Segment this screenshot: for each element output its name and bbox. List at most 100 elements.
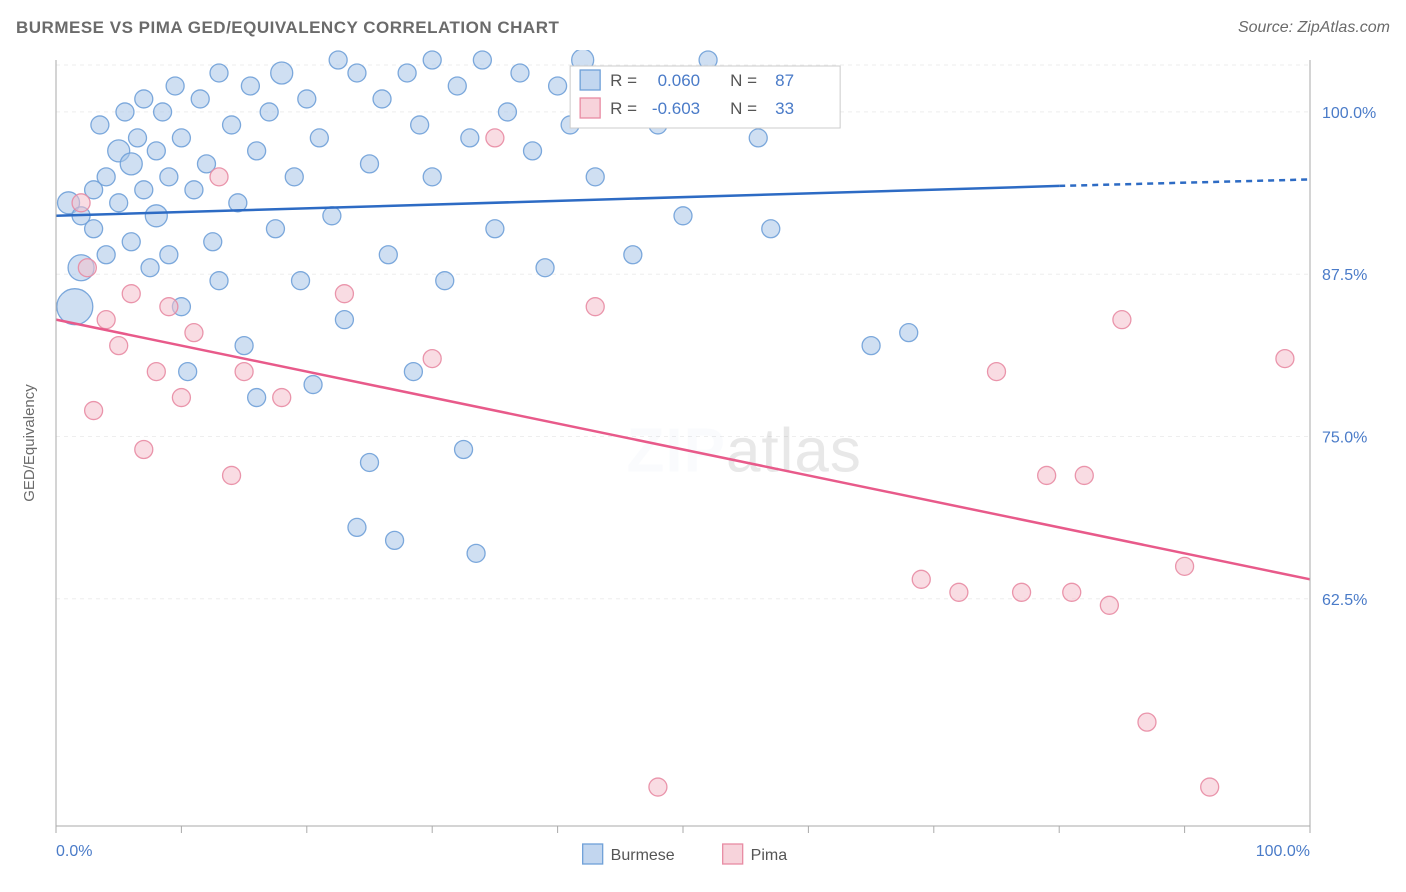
- data-point: [473, 51, 491, 69]
- y-axis-label: GED/Equivalency: [21, 384, 38, 502]
- legend-n-label: N =: [730, 99, 757, 118]
- bottom-legend-swatch: [723, 844, 743, 864]
- scatter-chart: ZIPatlas62.5%75.0%87.5%100.0%0.0%100.0%G…: [16, 50, 1390, 876]
- data-point: [329, 51, 347, 69]
- data-point: [624, 246, 642, 264]
- data-point: [498, 103, 516, 121]
- data-point: [486, 220, 504, 238]
- data-point: [248, 142, 266, 160]
- x-tick-label: 100.0%: [1256, 843, 1310, 860]
- data-point: [110, 194, 128, 212]
- data-point: [950, 583, 968, 601]
- data-point: [361, 155, 379, 173]
- source-label: Source: ZipAtlas.com: [1238, 19, 1390, 37]
- data-point: [900, 324, 918, 342]
- data-point: [166, 77, 184, 95]
- data-point: [135, 440, 153, 458]
- data-point: [145, 205, 167, 227]
- data-point: [323, 207, 341, 225]
- legend-r-value: -0.603: [652, 99, 700, 118]
- data-point: [97, 246, 115, 264]
- data-point: [141, 259, 159, 277]
- data-point: [78, 259, 96, 277]
- y-tick-label: 100.0%: [1322, 105, 1376, 122]
- chart-title: BURMESE VS PIMA GED/EQUIVALENCY CORRELAT…: [16, 18, 559, 38]
- data-point: [404, 363, 422, 381]
- trend-line: [56, 186, 1059, 216]
- data-point: [1176, 557, 1194, 575]
- data-point: [223, 116, 241, 134]
- bottom-legend-label: Burmese: [611, 847, 675, 864]
- data-point: [586, 168, 604, 186]
- legend-n-value: 87: [775, 71, 794, 90]
- data-point: [335, 311, 353, 329]
- data-point: [536, 259, 554, 277]
- data-point: [223, 466, 241, 484]
- data-point: [154, 103, 172, 121]
- data-point: [160, 168, 178, 186]
- y-tick-label: 87.5%: [1322, 267, 1367, 284]
- data-point: [210, 64, 228, 82]
- data-point: [423, 168, 441, 186]
- watermark: ZIPatlas: [627, 416, 862, 485]
- data-point: [1075, 466, 1093, 484]
- data-point: [160, 298, 178, 316]
- data-point: [110, 337, 128, 355]
- data-point: [129, 129, 147, 147]
- data-point: [749, 129, 767, 147]
- data-point: [1038, 466, 1056, 484]
- bottom-legend-swatch: [583, 844, 603, 864]
- data-point: [292, 272, 310, 290]
- data-point: [461, 129, 479, 147]
- data-point: [310, 129, 328, 147]
- data-point: [379, 246, 397, 264]
- data-point: [179, 363, 197, 381]
- data-point: [649, 778, 667, 796]
- data-point: [762, 220, 780, 238]
- chart-area: ZIPatlas62.5%75.0%87.5%100.0%0.0%100.0%G…: [16, 50, 1390, 876]
- data-point: [1113, 311, 1131, 329]
- data-point: [204, 233, 222, 251]
- data-point: [988, 363, 1006, 381]
- data-point: [266, 220, 284, 238]
- data-point: [423, 350, 441, 368]
- data-point: [210, 168, 228, 186]
- data-point: [172, 129, 190, 147]
- data-point: [549, 77, 567, 95]
- data-point: [185, 181, 203, 199]
- legend-r-label: R =: [610, 71, 637, 90]
- trend-line-dashed: [1059, 179, 1310, 185]
- legend-r-value: 0.060: [658, 71, 701, 90]
- bottom-legend-label: Pima: [751, 847, 788, 864]
- data-point: [511, 64, 529, 82]
- data-point: [97, 311, 115, 329]
- y-tick-label: 62.5%: [1322, 592, 1367, 609]
- data-point: [524, 142, 542, 160]
- data-point: [122, 233, 140, 251]
- data-point: [423, 51, 441, 69]
- data-point: [248, 389, 266, 407]
- data-point: [160, 246, 178, 264]
- data-point: [273, 389, 291, 407]
- data-point: [1013, 583, 1031, 601]
- data-point: [1138, 713, 1156, 731]
- data-point: [298, 90, 316, 108]
- data-point: [135, 90, 153, 108]
- data-point: [235, 337, 253, 355]
- data-point: [335, 285, 353, 303]
- data-point: [72, 194, 90, 212]
- data-point: [674, 207, 692, 225]
- data-point: [862, 337, 880, 355]
- data-point: [97, 168, 115, 186]
- data-point: [373, 90, 391, 108]
- data-point: [386, 531, 404, 549]
- data-point: [285, 168, 303, 186]
- data-point: [210, 272, 228, 290]
- data-point: [1063, 583, 1081, 601]
- data-point: [455, 440, 473, 458]
- data-point: [135, 181, 153, 199]
- data-point: [1276, 350, 1294, 368]
- x-tick-label: 0.0%: [56, 843, 92, 860]
- data-point: [57, 289, 93, 325]
- data-point: [122, 285, 140, 303]
